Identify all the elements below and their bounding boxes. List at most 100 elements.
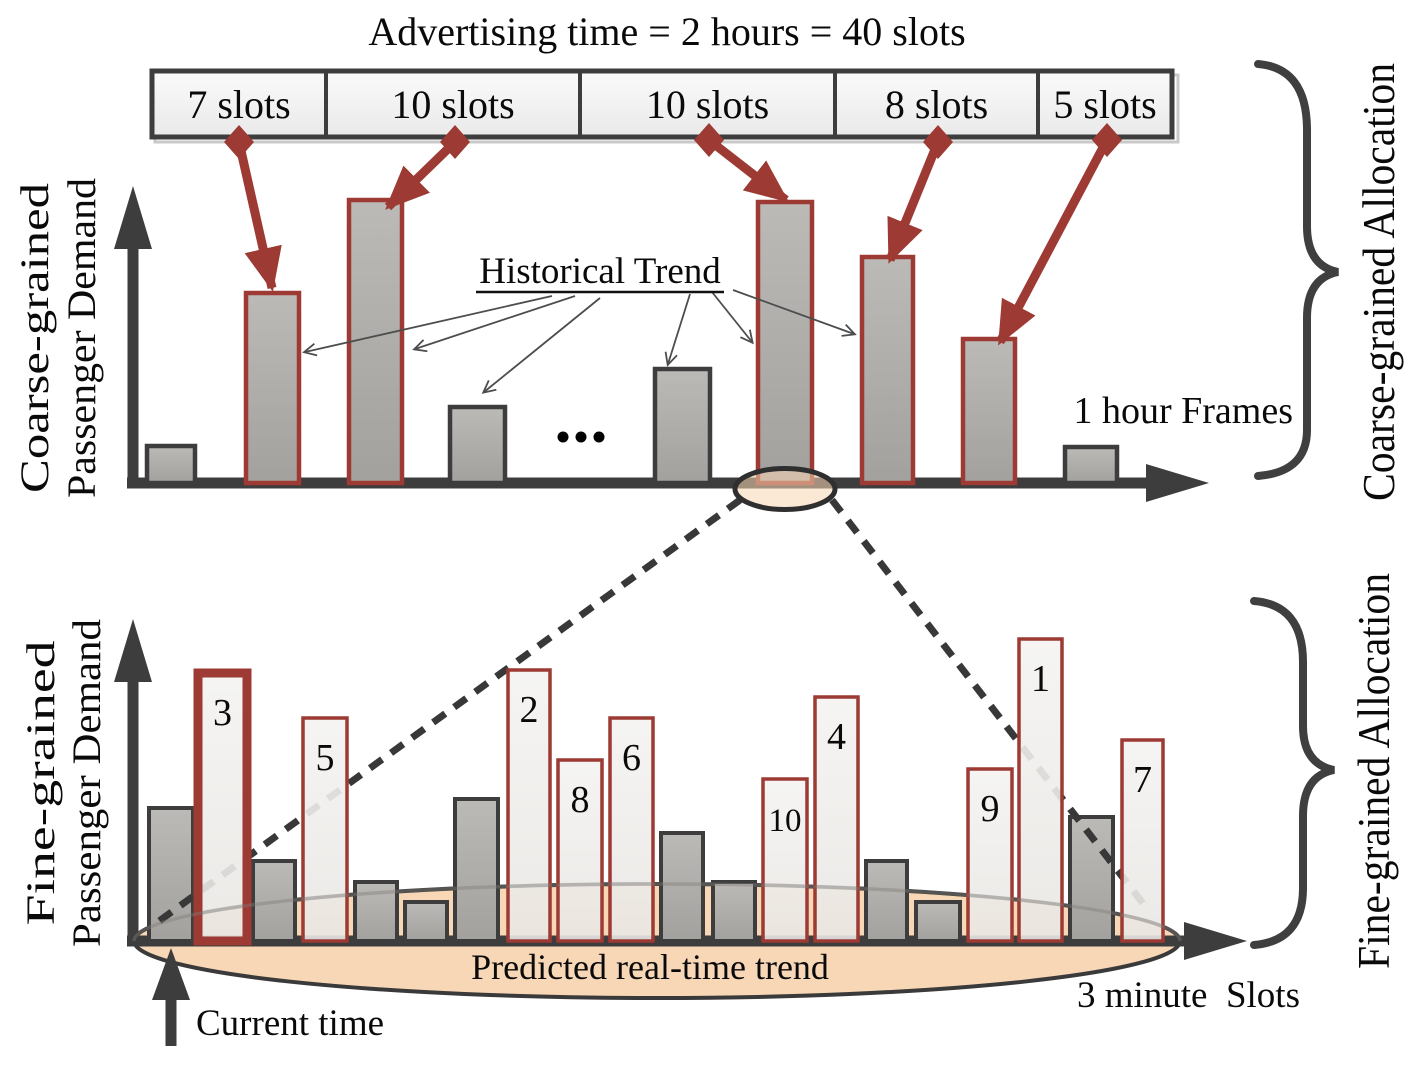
slot-box-rect — [324, 69, 582, 139]
ad-slot-order-label: 1 — [1031, 658, 1050, 700]
fine-demand-bar — [251, 859, 297, 943]
fine-y-axis-arrowhead-icon — [114, 619, 152, 682]
ad-slot-bar: 4 — [813, 695, 860, 943]
allocation-arrow-line — [885, 140, 943, 264]
historical-trend-arrow — [481, 297, 601, 394]
allocation-arrow-line — [234, 141, 282, 292]
predicted-trend-label: Predicted real-time trend — [471, 947, 829, 987]
slot-box-label: 7 slots — [187, 82, 290, 127]
ad-slot-bar-rect — [608, 716, 655, 943]
ad-slot-bar: 1 — [1017, 637, 1064, 943]
ad-slot-order-label: 3 — [213, 692, 232, 734]
ad-slot-order-label: 5 — [316, 737, 335, 779]
fine-y-axis-label-line2: Passenger Demand — [64, 619, 109, 947]
ad-slot-order-label: 6 — [622, 737, 641, 779]
fine-demand-bar — [864, 859, 909, 943]
slot-box-label: 10 slots — [646, 82, 769, 127]
fine-x-axis-arrowhead-icon — [1184, 922, 1247, 960]
coarse-x-axis-arrowhead-icon — [1146, 464, 1209, 502]
predicted-trend-ellipse-top-outline — [132, 882, 1182, 942]
ellipsis-dot — [557, 431, 569, 443]
allocation-arrow-line — [384, 138, 459, 211]
coarse-y-axis-label-line2: Passenger Demand — [59, 178, 104, 498]
minute-slots-label: 3 minute Slots — [1077, 975, 1300, 1016]
fine-demand-bar — [453, 797, 500, 943]
historical-trend-arrow — [302, 295, 553, 357]
ad-slot-bar-rect — [813, 695, 860, 943]
current-time-label: Current time — [196, 1003, 384, 1044]
slot-box-label: 10 slots — [391, 82, 514, 127]
ad-slot-bar-rect — [1017, 637, 1064, 943]
ad-slot-bar: 6 — [608, 716, 655, 943]
allocation-arrow-line — [706, 136, 790, 204]
slot-box-label: 8 slots — [885, 82, 988, 127]
ad-slot-bar-rect — [761, 777, 809, 943]
historical-trend-arrow — [412, 295, 576, 353]
allocation-arrow — [694, 123, 790, 204]
coarse-demand-bar — [1062, 444, 1120, 486]
zoom-dashed-line-left — [152, 497, 743, 927]
coarse-demand-bar-allocated — [346, 197, 405, 486]
fine-demand-bar — [353, 880, 399, 943]
coarse-allocation-brace — [1254, 60, 1339, 480]
coarse-allocation-label: Coarse-grained Allocation — [1353, 63, 1404, 501]
ad-slot-order-label: 2 — [520, 689, 539, 731]
ellipsis-dots — [557, 431, 605, 443]
hour-frames-label: 1 hour Frames — [1073, 390, 1293, 432]
fine-demand-bar — [914, 900, 962, 943]
ad-slot-bar-rect — [556, 758, 604, 943]
coarse-demand-bar-allocated — [859, 254, 916, 486]
coarse-demand-bar — [447, 404, 508, 486]
slot-box: 8 slots — [833, 69, 1040, 139]
historical-trend-arrow — [711, 291, 754, 345]
zoom-connectors — [152, 497, 1151, 927]
ad-slot-bar: 2 — [506, 668, 552, 943]
fine-allocation-brace — [1250, 597, 1335, 949]
allocation-arrow — [996, 123, 1122, 346]
slot-box: 10 slots — [324, 69, 582, 139]
coarse-y-axis-label-line1: Coarse-grained — [12, 183, 57, 493]
ad-slot-bar: 9 — [966, 767, 1014, 943]
coarse-demand-bar-allocated — [755, 199, 815, 486]
allocation-arrow — [224, 125, 282, 292]
zoom-frame-ellipse — [732, 466, 838, 512]
current-time-arrow — [152, 948, 190, 1046]
historical-trend-arrow — [732, 289, 857, 337]
ad-slot-bar: 7 — [1120, 738, 1165, 943]
ad-slot-order-label: 4 — [827, 716, 846, 758]
coarse-demand-bar — [144, 443, 198, 486]
zoom-dashed-line-right — [829, 497, 1151, 913]
allocation-arrow — [885, 125, 953, 264]
fine-y-axis-label-line1: Fine-grained — [18, 641, 63, 926]
fine-demand-bar — [659, 831, 705, 943]
coarse-demand-bar-allocated — [960, 336, 1018, 486]
allocation-arrow-line — [996, 137, 1111, 346]
ad-slot-order-label: 10 — [769, 803, 802, 839]
ad-slot-order-label: 9 — [981, 788, 1000, 830]
ad-slot-bar-rect — [301, 716, 349, 943]
fine-demand-bar — [403, 900, 449, 943]
ad-slot-bar-rect — [1120, 738, 1165, 943]
ad-slot-bar: 8 — [556, 758, 604, 943]
coarse-demand-bar-allocated — [243, 290, 302, 486]
ad-slot-bar-rect — [966, 767, 1014, 943]
fine-allocation-label: Fine-grained Allocation — [1348, 573, 1399, 969]
ad-slot-bar-rect — [193, 668, 252, 946]
ad-slot-bar: 10 — [761, 777, 809, 943]
fine-demand-bar — [147, 806, 195, 943]
figure-title: Advertising time = 2 hours = 40 slots — [368, 9, 965, 54]
ad-slot-order-label: 7 — [1133, 759, 1152, 801]
ad-slot-bar-rect — [506, 668, 552, 943]
slot-bar-outer-border — [149, 68, 1175, 140]
coarse-y-axis-arrowhead-icon — [114, 186, 152, 249]
slot-box-label: 5 slots — [1053, 82, 1156, 127]
historical-trend-arrow — [664, 293, 691, 367]
historical-trend-label: Historical Trend — [479, 251, 721, 292]
ad-slot-bar-current: 3 — [193, 668, 252, 946]
ad-slot-bar: 5 — [301, 716, 349, 943]
ad-slot-order-label: 8 — [571, 779, 590, 821]
fine-demand-bar — [711, 880, 757, 943]
ellipsis-dot — [575, 431, 587, 443]
